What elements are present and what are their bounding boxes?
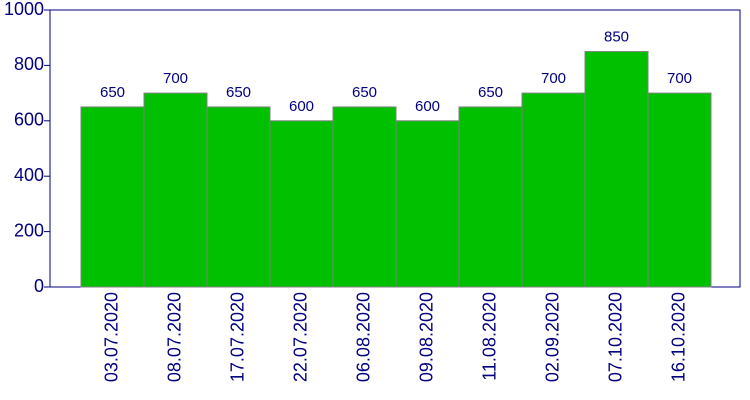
y-tick-label: 200 bbox=[14, 220, 44, 240]
bar bbox=[80, 106, 145, 288]
x-tick-label: 09.08.2020 bbox=[416, 292, 436, 382]
bar bbox=[332, 106, 397, 288]
x-tick-label: 16.10.2020 bbox=[668, 292, 688, 382]
x-tick-label: 22.07.2020 bbox=[290, 292, 310, 382]
y-tick-label: 600 bbox=[14, 110, 44, 130]
value-label: 700 bbox=[541, 70, 566, 87]
bar bbox=[206, 106, 271, 288]
bar bbox=[647, 92, 712, 288]
value-label: 650 bbox=[100, 84, 125, 101]
y-tick-label: 0 bbox=[34, 276, 44, 296]
x-tick-label: 17.07.2020 bbox=[227, 292, 247, 382]
x-tick-label: 03.07.2020 bbox=[101, 292, 121, 382]
y-tick-label: 400 bbox=[14, 165, 44, 185]
value-label: 600 bbox=[415, 98, 440, 115]
value-label: 650 bbox=[226, 84, 251, 101]
value-label: 650 bbox=[478, 84, 503, 101]
value-label: 700 bbox=[667, 70, 692, 87]
value-label: 700 bbox=[163, 70, 188, 87]
x-tick-label: 11.08.2020 bbox=[479, 292, 499, 381]
x-tick-label: 08.07.2020 bbox=[164, 292, 184, 382]
value-label: 850 bbox=[604, 29, 629, 46]
bar bbox=[584, 51, 649, 288]
bar bbox=[269, 120, 334, 288]
value-label: 650 bbox=[352, 84, 377, 101]
bar bbox=[521, 92, 586, 288]
x-tick-label: 06.08.2020 bbox=[353, 292, 373, 382]
x-tick-label: 02.09.2020 bbox=[542, 292, 562, 382]
bar bbox=[458, 106, 523, 288]
bar bbox=[395, 120, 460, 288]
y-tick-label: 800 bbox=[14, 54, 44, 74]
y-tick-label: 1000 bbox=[4, 0, 44, 19]
x-tick-label: 07.10.2020 bbox=[605, 292, 625, 382]
bar bbox=[143, 92, 208, 288]
value-label: 600 bbox=[289, 98, 314, 115]
